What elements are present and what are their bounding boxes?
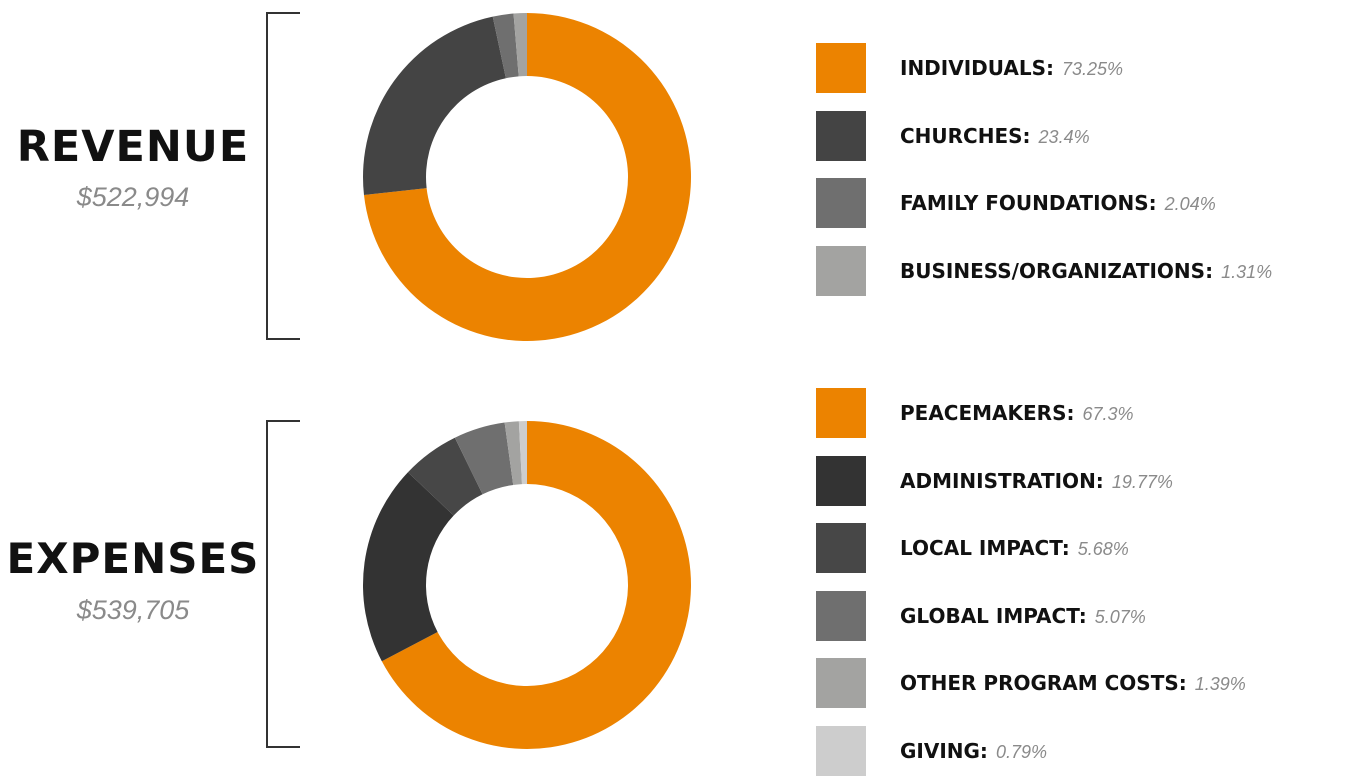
- legend-value: 67.3%: [1082, 404, 1134, 424]
- legend-value: 0.79%: [995, 741, 1047, 762]
- legend-text: ADMINISTRATION: 19.77%: [900, 456, 1173, 506]
- legend-label: GLOBAL IMPACT:: [900, 603, 1087, 628]
- expenses-amount: $539,705: [76, 595, 190, 625]
- legend-value: 5.68%: [1077, 539, 1129, 559]
- legend-label: GIVING:: [900, 738, 988, 763]
- donut-slice-administration: [363, 472, 454, 662]
- donut-slice-business-organizations: [513, 13, 527, 77]
- legend-value: 1.39%: [1194, 674, 1246, 694]
- legend-swatch: [816, 658, 866, 708]
- legend-swatch: [816, 455, 866, 506]
- legend-text: FAMILY FOUNDATIONS: 2.04%: [900, 178, 1216, 228]
- legend-label: OTHER PROGRAM COSTS:: [900, 671, 1187, 695]
- donut-slice-global-impact: [454, 422, 514, 495]
- legend-text: BUSINESS/ORGANIZATIONS: 1.31%: [900, 246, 1272, 296]
- legend-swatch: [816, 245, 866, 296]
- donut-slice-local-impact: [407, 437, 483, 516]
- legend-label: BUSINESS/ORGANIZATIONS:: [900, 258, 1214, 283]
- legend-text: INDIVIDUALS: 73.25%: [900, 43, 1123, 93]
- legend-value: 5.07%: [1094, 606, 1146, 627]
- legend-swatch: [816, 43, 866, 93]
- legend-label: FAMILY FOUNDATIONS:: [900, 191, 1157, 215]
- revenue-donut-chart: [363, 13, 691, 342]
- revenue-bracket: [266, 12, 300, 340]
- donut-slice-family-foundations: [492, 13, 519, 79]
- donut-slice-other-program-costs: [504, 421, 522, 485]
- legend-label: PEACEMAKERS:: [900, 401, 1075, 425]
- legend-text: LOCAL IMPACT: 5.68%: [900, 523, 1129, 573]
- legend-label: INDIVIDUALS:: [900, 56, 1054, 80]
- legend-swatch: [816, 725, 866, 776]
- expenses-title: EXPENSES: [6, 534, 260, 583]
- legend-value: 73.25%: [1062, 59, 1124, 79]
- legend-swatch: [816, 590, 866, 641]
- revenue-amount: $522,994: [76, 182, 190, 212]
- legend-value: 2.04%: [1164, 194, 1216, 214]
- donut-slice-giving: [518, 421, 527, 485]
- legend-swatch: [816, 388, 866, 438]
- donut-slice-individuals: [363, 13, 691, 342]
- donut-slice-churches: [363, 16, 506, 195]
- legend-swatch: [816, 110, 866, 161]
- legend-text: OTHER PROGRAM COSTS: 1.39%: [900, 658, 1246, 708]
- legend-text: PEACEMAKERS: 67.3%: [900, 388, 1134, 438]
- donut-slice-peacemakers: [381, 421, 691, 749]
- legend-value: 23.4%: [1038, 126, 1090, 147]
- legend-swatch: [816, 523, 866, 573]
- legend-label: LOCAL IMPACT:: [900, 536, 1070, 560]
- legend-value: 1.31%: [1221, 261, 1273, 282]
- legend-label: CHURCHES:: [900, 123, 1031, 148]
- revenue-title: REVENUE: [16, 122, 250, 172]
- expenses-bracket: [266, 420, 300, 748]
- legend-text: GIVING: 0.79%: [900, 726, 1047, 776]
- legend-value: 19.77%: [1111, 471, 1173, 492]
- legend-swatch: [816, 178, 866, 228]
- legend-text: GLOBAL IMPACT: 5.07%: [900, 591, 1146, 641]
- legend-label: ADMINISTRATION:: [900, 468, 1104, 493]
- legend-text: CHURCHES: 23.4%: [900, 111, 1090, 161]
- expenses-donut-chart: [363, 421, 691, 749]
